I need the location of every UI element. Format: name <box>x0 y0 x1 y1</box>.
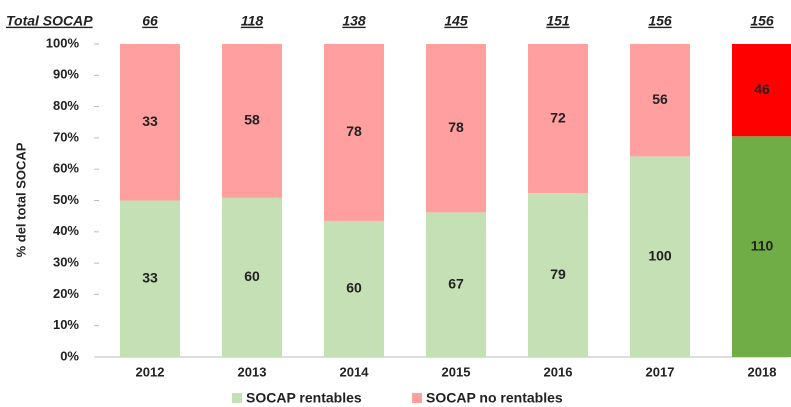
x-tick-label: 2014 <box>340 364 370 379</box>
data-label: 67 <box>448 275 464 291</box>
x-tick-label: 2012 <box>136 364 165 379</box>
total-label: 66 <box>142 13 158 29</box>
legend-swatch <box>232 393 242 403</box>
x-tick-label: 2018 <box>748 364 777 379</box>
bar-segment <box>222 44 282 198</box>
x-tick-label: 2013 <box>238 364 267 379</box>
data-label: 33 <box>142 269 158 285</box>
bar-segment <box>732 136 791 357</box>
y-tick-label: 60% <box>53 161 79 176</box>
totals-label: Total SOCAP <box>6 13 93 29</box>
x-tick-label: 2017 <box>646 364 675 379</box>
bar-segment <box>120 44 180 201</box>
data-label: 60 <box>346 280 362 296</box>
data-label: 72 <box>550 109 566 125</box>
y-tick-label: 80% <box>53 98 79 113</box>
total-label: 138 <box>342 13 366 29</box>
total-label: 156 <box>750 13 774 29</box>
legend-swatch <box>412 393 422 403</box>
y-tick-label: 0% <box>60 348 79 363</box>
data-label: 100 <box>648 247 672 263</box>
data-label: 33 <box>142 113 158 129</box>
total-label: 145 <box>444 13 468 29</box>
y-tick-label: 30% <box>53 255 79 270</box>
data-label: 110 <box>751 237 774 253</box>
bar-segment <box>324 220 384 357</box>
data-label: 46 <box>754 81 770 97</box>
y-tick-label: 40% <box>53 223 79 238</box>
bar-segment <box>528 193 588 357</box>
bar-segment <box>120 200 180 357</box>
x-tick-label: 2016 <box>544 364 573 379</box>
y-tick-label: 90% <box>53 67 79 82</box>
x-tick-label: 2015 <box>442 364 471 379</box>
data-label: 58 <box>244 112 260 128</box>
legend-label: SOCAP no rentables <box>426 390 563 406</box>
y-tick-label: 70% <box>53 129 79 144</box>
data-label: 79 <box>550 266 566 282</box>
bar-segment <box>528 44 588 194</box>
bar-segment <box>426 212 486 357</box>
bar-segment <box>222 197 282 357</box>
total-label: 151 <box>546 13 570 29</box>
data-label: 78 <box>346 123 362 139</box>
bar-segment <box>324 44 384 221</box>
bar-segment <box>426 44 486 213</box>
y-tick-label: 10% <box>53 317 79 332</box>
y-tick-label: 20% <box>53 286 79 301</box>
data-label: 78 <box>448 119 464 135</box>
total-label: 118 <box>241 13 264 29</box>
data-label: 56 <box>652 91 668 107</box>
bar-segment <box>630 44 690 157</box>
y-axis-title: % del total SOCAP <box>13 142 28 257</box>
bar-segment <box>630 156 690 357</box>
y-tick-label: 50% <box>53 192 79 207</box>
data-label: 60 <box>244 268 260 284</box>
total-label: 156 <box>648 13 672 29</box>
legend-label: SOCAP rentables <box>246 390 362 406</box>
bar-segment <box>732 44 791 137</box>
y-tick-label: 100% <box>46 35 80 50</box>
